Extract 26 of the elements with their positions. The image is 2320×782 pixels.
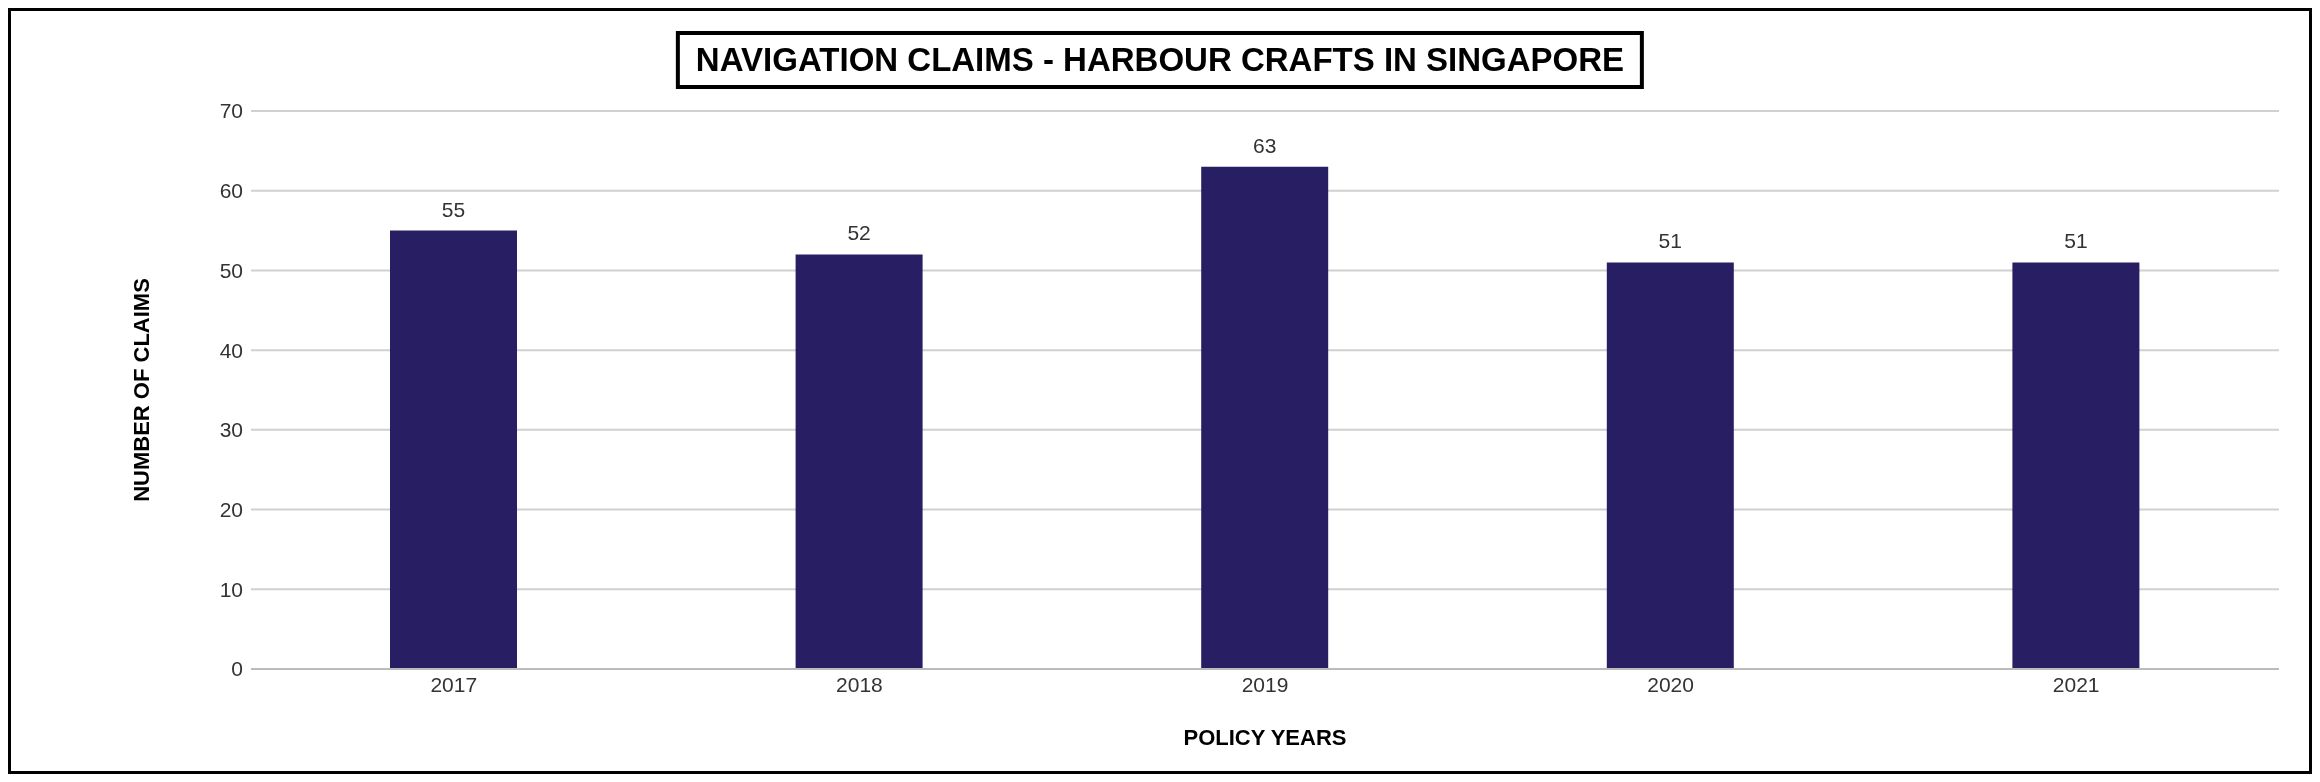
x-tick-label: 2019 — [1241, 672, 1289, 696]
data-label: 52 — [847, 221, 871, 245]
y-tick-label: 60 — [219, 179, 243, 203]
data-label: 51 — [1658, 229, 1682, 253]
x-tick-label: 2017 — [430, 672, 478, 696]
data-label: 63 — [1253, 133, 1277, 157]
bar — [1201, 166, 1329, 669]
data-label: 51 — [2064, 229, 2088, 253]
bar — [2012, 262, 2140, 669]
chart-title: NAVIGATION CLAIMS - HARBOUR CRAFTS IN SINGAPORE — [675, 31, 1645, 89]
x-axis-title: POLICY YEARS — [1183, 724, 1347, 750]
x-tick-label: 2018 — [836, 672, 883, 696]
y-tick-label: 30 — [219, 418, 243, 442]
y-tick-label: 50 — [219, 258, 243, 282]
x-tick-label: 2020 — [1647, 672, 1694, 696]
x-tick-label: 2021 — [2052, 672, 2100, 696]
y-tick-label: 70 — [219, 99, 243, 123]
data-label: 55 — [441, 197, 466, 221]
y-tick-label: 20 — [219, 498, 243, 522]
y-tick-label: 10 — [219, 577, 243, 601]
bar — [1606, 262, 1734, 669]
y-tick-label: 0 — [231, 657, 243, 681]
bar — [390, 230, 517, 669]
y-axis-title: NUMBER OF CLAIMS — [128, 278, 154, 502]
y-tick-label: 40 — [219, 338, 243, 362]
bar — [795, 254, 923, 669]
